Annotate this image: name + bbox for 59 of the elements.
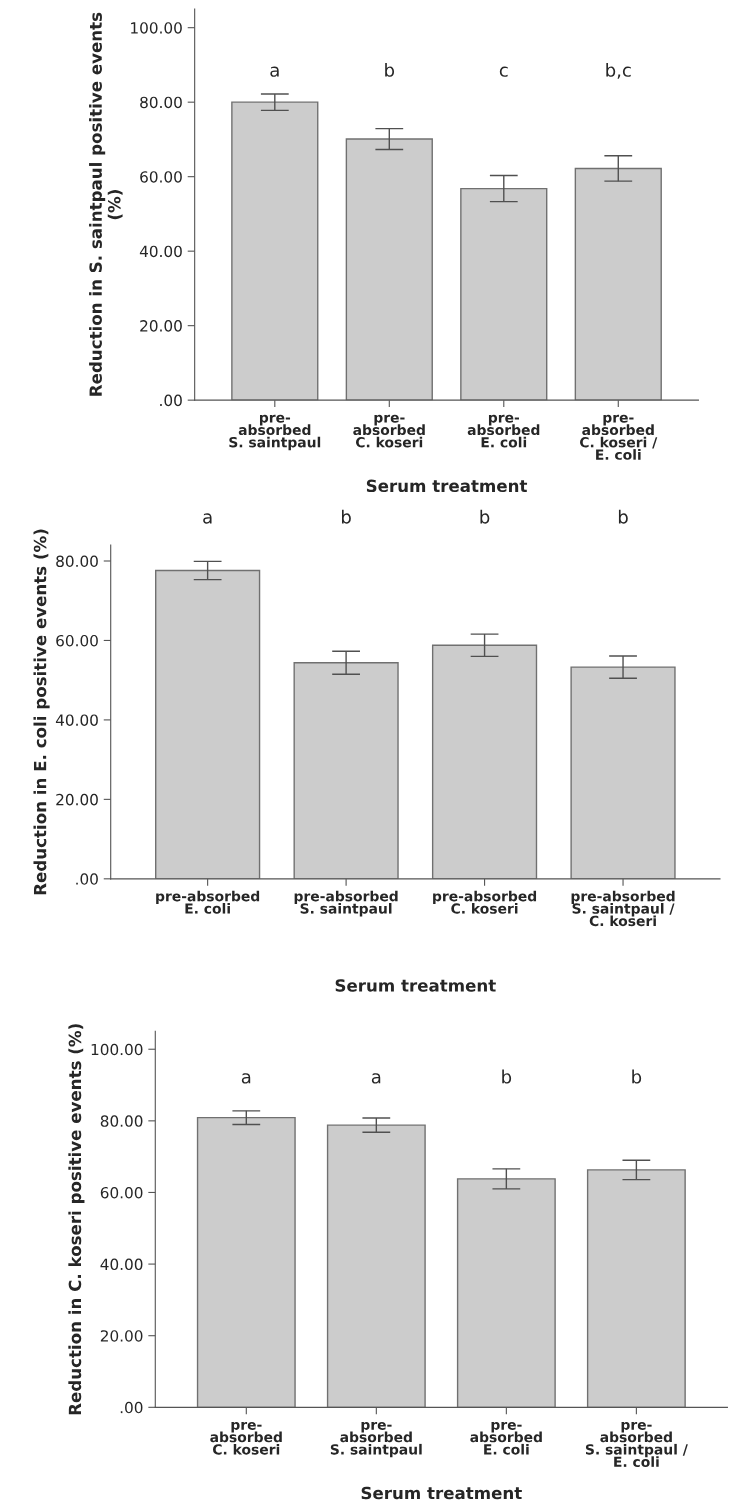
annotation: b (385, 62, 395, 77)
text: b (480, 509, 490, 524)
bar (345, 138, 433, 401)
text: b (342, 509, 351, 524)
y-axis-title: Reduction in S. saintpaul positive events (%) (89, 12, 123, 396)
y-tick-label: 20.00 (140, 320, 182, 332)
annotation: a (371, 1073, 381, 1084)
x-axis-title: Serum treatment (366, 479, 528, 493)
bar (574, 167, 662, 401)
x-tick-label: pre- absorbed E. coli (470, 1421, 542, 1455)
bar (155, 569, 261, 879)
x-tick-label: pre- absorbed S. saintpaul (229, 414, 321, 451)
y-axis-title: Reduction in C. koseri positive events (%) (68, 1024, 85, 1415)
y-tick-label: 60.00 (56, 634, 98, 647)
y-tick-label: 80.00 (56, 555, 98, 568)
y-tick-label: 60.00 (100, 1186, 143, 1199)
x-axis-title: Serum treatment (361, 1486, 522, 1500)
bar (586, 1169, 686, 1408)
y-tick-label: 100.00 (131, 22, 182, 34)
x-tick-label: pre-absorbed E. coli (156, 890, 260, 914)
y-tick-label: 40.00 (55, 714, 98, 726)
y-tick-label: 80.00 (140, 96, 182, 109)
text: b (618, 509, 628, 524)
y-tick-label: 80.00 (100, 1115, 143, 1127)
bar (460, 187, 548, 401)
x-tick-label: pre- absorbed C. koseri / E. coli (580, 414, 658, 460)
bar (293, 662, 399, 879)
bar (456, 1178, 556, 1408)
annotation: b (632, 1069, 642, 1084)
x-tick-label: pre-absorbed C. koseri (433, 890, 537, 914)
y-tick-label: .00 (160, 394, 182, 407)
annotation: b,c (606, 62, 631, 79)
bar (570, 666, 676, 879)
bar (431, 644, 538, 879)
annotation: a (241, 1073, 251, 1084)
y-axis-title: Reduction in E. coli positive events (%) (33, 529, 50, 895)
y-tick-label: .00 (76, 873, 98, 885)
x-tick-label: pre-absorbed S. saintpaul / C. koseri (571, 890, 675, 927)
y-tick-label: 100.00 (91, 1043, 143, 1056)
y-tick-label: 20.00 (56, 793, 98, 806)
y-tick-label: 40.00 (100, 1258, 143, 1271)
y-tick-label: .00 (120, 1401, 143, 1414)
y-tick-label: 20.00 (100, 1330, 143, 1342)
x-tick-label: pre- absorbed S. saintpaul (330, 1421, 422, 1458)
annotation: c (499, 66, 508, 77)
bar (326, 1124, 426, 1408)
y-tick-label: 40.00 (139, 245, 182, 258)
x-axis-title: Serum treatment (335, 979, 496, 992)
x-tick-label: pre- absorbed C. koseri (210, 1421, 282, 1455)
text: a (203, 513, 212, 524)
y-tick-label: 60.00 (140, 171, 182, 183)
x-tick-label: pre- absorbed E. coli (467, 414, 540, 448)
bar (196, 1116, 296, 1408)
x-tick-label: pre- absorbed C. koseri (353, 414, 425, 448)
x-tick-label: pre- absorbed S. saintpaul / E. coli (585, 1421, 688, 1468)
bar (231, 101, 319, 401)
annotation: a (270, 66, 279, 77)
annotation: b (502, 1069, 512, 1084)
x-tick-label: pre-absorbed S. saintpaul (294, 890, 398, 917)
